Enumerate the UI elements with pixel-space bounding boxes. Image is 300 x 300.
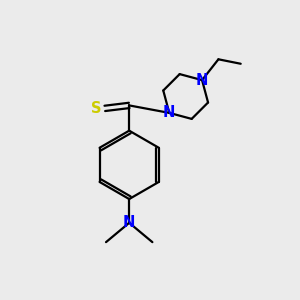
Text: N: N	[163, 105, 176, 120]
Text: S: S	[91, 101, 101, 116]
Text: N: N	[123, 215, 135, 230]
Text: N: N	[196, 73, 208, 88]
